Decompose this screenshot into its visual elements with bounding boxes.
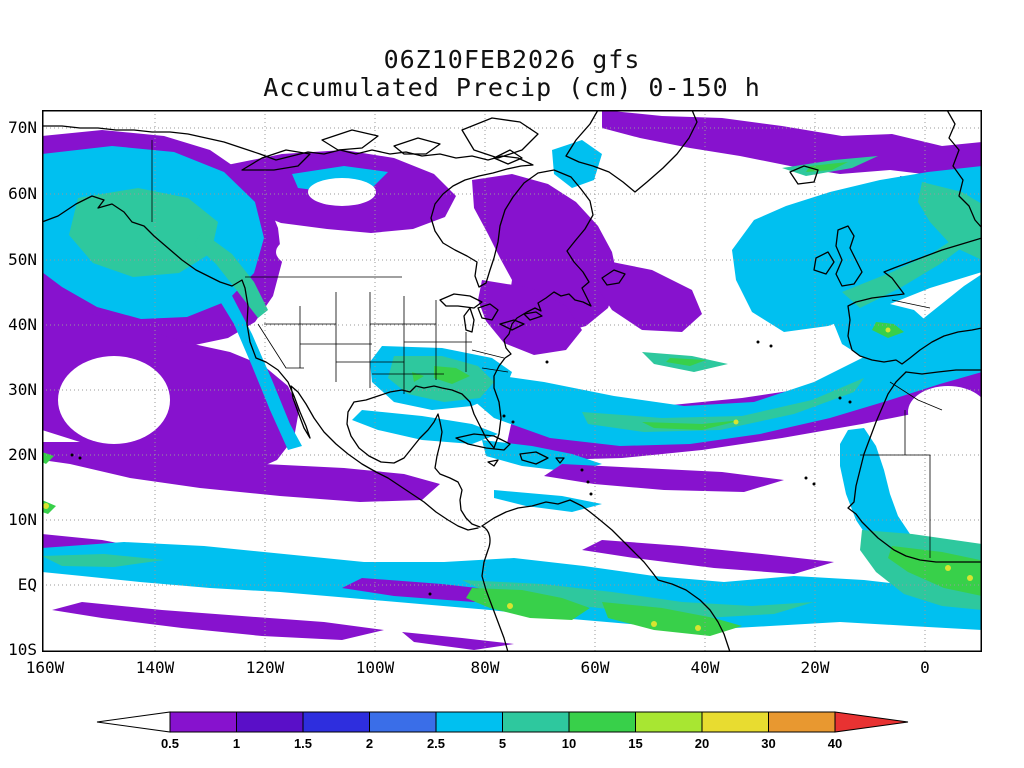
island-dots	[70, 340, 852, 596]
colorbar-segment	[435, 711, 503, 733]
colorbar-label: 40	[827, 736, 843, 751]
lon-label: 80W	[470, 658, 500, 677]
colorbar-label: 1.5	[293, 736, 313, 751]
colorbar-segment	[568, 711, 636, 733]
precip-map	[42, 110, 982, 652]
colorbar-label: 2.5	[426, 736, 446, 751]
precip-shading-yellow	[43, 327, 973, 631]
colorbar-segment	[502, 711, 570, 733]
lon-label: 120W	[245, 658, 285, 677]
lon-label: 100W	[355, 658, 395, 677]
lon-label: 60W	[580, 658, 610, 677]
lon-label: 140W	[135, 658, 175, 677]
colorbar-segment	[768, 711, 836, 733]
colorbar-label: 2	[365, 736, 374, 751]
colorbar-label: 15	[628, 736, 643, 751]
state-borders	[151, 140, 943, 558]
colorbar-label: 5	[498, 736, 507, 751]
colorbar-segment	[302, 711, 370, 733]
coastlines	[42, 110, 982, 652]
lon-label: 160W	[25, 658, 65, 677]
lat-label: 10N	[8, 510, 37, 529]
lon-label: 40W	[690, 658, 720, 677]
title-line-2: Accumulated Precip (cm) 0-150 h	[263, 73, 761, 102]
lat-label: EQ	[17, 575, 37, 594]
lat-label: 10S	[8, 640, 37, 659]
title-line-1: 06Z10FEB2026 gfs	[383, 45, 641, 74]
lat-label: 40N	[8, 315, 37, 334]
lat-label: 50N	[8, 250, 37, 269]
colorbar-label: 30	[761, 736, 776, 751]
lat-label: 70N	[8, 118, 37, 137]
colorbar-segment	[369, 711, 437, 733]
precip-shading-green	[42, 162, 982, 636]
colorbar-label: 10	[561, 736, 577, 751]
precip-shading-purple-streaks	[52, 464, 834, 650]
lat-label: 60N	[8, 184, 37, 203]
dry-white-holes	[58, 178, 982, 444]
chart-title: 06Z10FEB2026 gfs Accumulated Precip (cm)…	[0, 46, 1024, 102]
colorbar-segment	[701, 711, 769, 733]
lat-label: 30N	[8, 380, 37, 399]
colorbar-segment	[236, 711, 304, 733]
lon-label: 20W	[800, 658, 830, 677]
lon-label: 0	[920, 658, 930, 677]
colorbar-label: 0.5	[160, 736, 180, 751]
colorbar-label: 1	[232, 736, 241, 751]
colorbar-segment	[169, 711, 237, 733]
lat-label: 20N	[8, 445, 37, 464]
map-frame	[42, 110, 982, 652]
colorbar-segment	[96, 711, 171, 733]
colorbar-segment	[635, 711, 703, 733]
colorbar-segment	[834, 711, 909, 733]
colorbar	[96, 711, 909, 733]
colorbar-label: 20	[694, 736, 710, 751]
